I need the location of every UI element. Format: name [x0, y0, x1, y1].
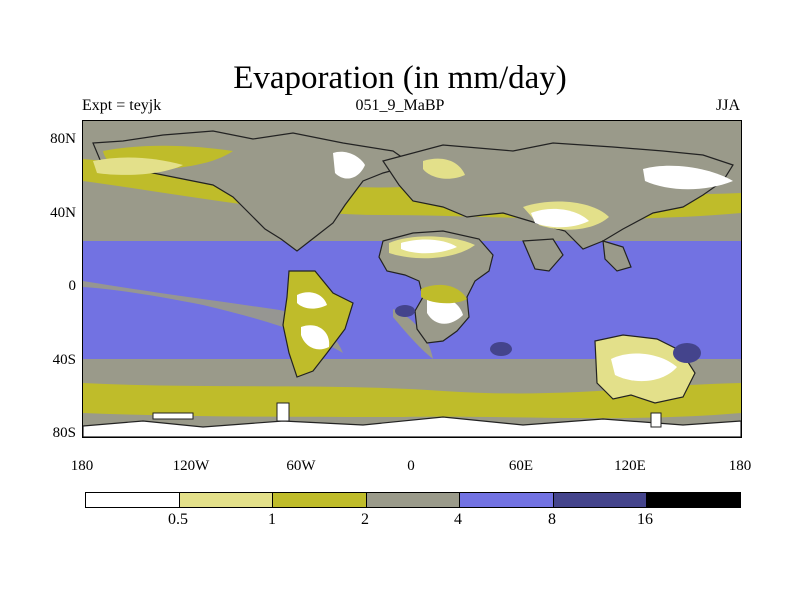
north-america-dry — [93, 157, 183, 175]
map-title: Evaporation (in mm/day) — [233, 60, 567, 96]
south-america-dry-south — [301, 325, 330, 350]
lat-label-80n: 80N — [50, 131, 76, 147]
lat-label-80s: 80S — [52, 425, 76, 441]
atlantic-tongue — [393, 309, 433, 359]
colorbar-label: 16 — [637, 511, 653, 528]
south-america-dry-north — [297, 292, 327, 309]
lat-label-40s: 40S — [52, 352, 76, 368]
southeast-asia — [602, 240, 632, 272]
colorbar-label: 4 — [454, 511, 462, 528]
europe-semi-dry — [423, 158, 465, 179]
map-plot-area — [82, 120, 742, 438]
colorbar-box — [460, 493, 554, 507]
lat-label-40n: 40N — [50, 205, 76, 221]
lon-label-60e: 60E — [508, 458, 534, 474]
lon-label-120e: 120E — [614, 458, 646, 474]
siberia-dry — [643, 165, 733, 190]
australia-dry — [611, 353, 677, 382]
colorbar — [85, 492, 741, 508]
lat-label-0: 0 — [68, 278, 77, 294]
lon-label-120w: 120W — [172, 458, 210, 474]
southern-africa-band — [421, 284, 467, 304]
antarctic-outcrop — [650, 412, 662, 428]
colorbar-box — [553, 493, 648, 507]
greenland-dry — [333, 151, 365, 179]
experiment-label: Expt = teyjk — [82, 97, 162, 114]
colorbar-box — [647, 493, 741, 507]
sahara-dry — [401, 239, 457, 254]
indian-ocean-high-patch — [490, 342, 512, 356]
colorbar-label: 1 — [268, 511, 276, 528]
colorbar-label: 0.5 — [168, 511, 188, 528]
south-atlantic-high-patch — [395, 305, 415, 317]
indian-subcontinent — [522, 238, 564, 272]
southern-africa-dry — [427, 296, 463, 324]
colorbar-label: 8 — [548, 511, 556, 528]
south-ocean-band — [83, 383, 741, 419]
lon-label-0: 0 — [407, 458, 415, 474]
colorbar-box — [273, 493, 367, 507]
season-label: JJA — [715, 97, 740, 114]
central-asia-dry — [531, 208, 589, 228]
antarctica — [83, 416, 741, 437]
lon-label-60w: 60W — [286, 458, 316, 474]
antarctic-island — [152, 412, 194, 420]
lon-label-180w: 180 — [70, 458, 94, 474]
south-pacific-high-patch — [673, 343, 701, 363]
colorbar-box — [366, 493, 461, 507]
evaporation-map — [83, 121, 741, 437]
antarctic-peninsula — [276, 402, 290, 422]
lon-label-180e: 180 — [728, 458, 752, 474]
time-period-label: 051_9_MaBP — [355, 97, 445, 114]
colorbar-box — [179, 493, 274, 507]
colorbar-box — [86, 493, 180, 507]
colorbar-label: 2 — [361, 511, 369, 528]
